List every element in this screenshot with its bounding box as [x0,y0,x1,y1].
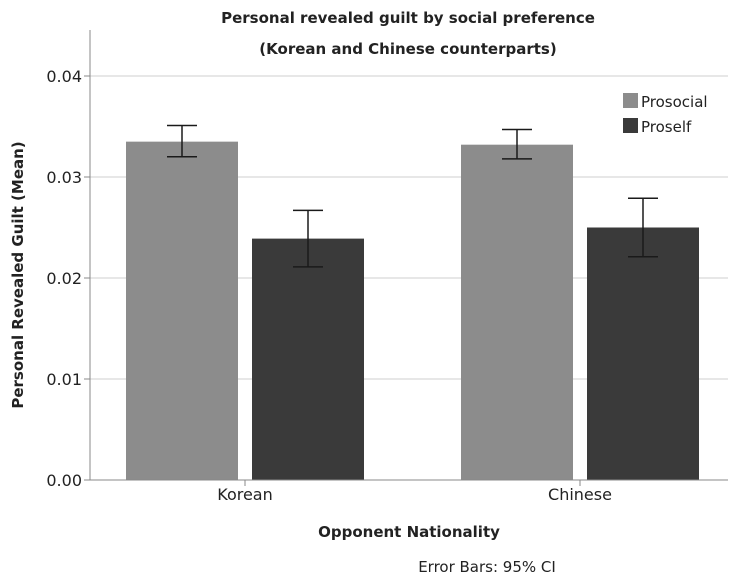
legend-label-prosocial: Prosocial [641,93,708,111]
x-axis-title: Opponent Nationality [318,523,500,541]
y-tick-label: 0.01 [46,370,82,389]
legend-swatch-prosocial [623,93,638,108]
bar-proself-chinese [587,227,699,480]
x-tick-label: Chinese [548,485,612,504]
bars [126,141,699,480]
error-bars [167,124,658,268]
footnote: Error Bars: 95% CI [418,558,556,576]
x-axis-ticks: Korean Chinese [217,480,612,504]
y-axis-ticks: 0.00 0.01 0.02 0.03 0.04 [46,67,90,490]
legend-label-proself: Proself [641,118,692,136]
bar-prosocial-korean [126,141,238,480]
y-axis-title: Personal Revealed Guilt (Mean) [9,141,27,408]
legend-swatch-proself [623,118,638,133]
y-tick-label: 0.03 [46,168,82,187]
chart-title: Personal revealed guilt by social prefer… [221,9,595,27]
y-tick-label: 0.02 [46,269,82,288]
y-tick-label: 0.04 [46,67,82,86]
bar-prosocial-chinese [461,144,573,480]
y-tick-label: 0.00 [46,471,82,490]
bar-proself-korean [252,238,364,480]
chart-subtitle: (Korean and Chinese counterparts) [259,40,556,58]
x-tick-label: Korean [217,485,273,504]
legend: Prosocial Proself [623,93,708,136]
